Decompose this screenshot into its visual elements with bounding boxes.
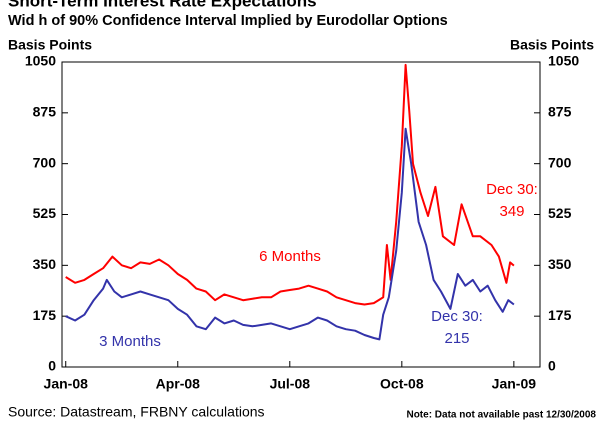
y2-tick-label: 0 [548, 358, 556, 374]
x-tick-label: Oct-08 [380, 376, 424, 392]
x-tick-label: Jan-08 [44, 376, 89, 392]
y2-tick-label: 175 [548, 307, 572, 323]
annotation: Dec 30: [486, 181, 538, 198]
x-tick-label: Jul-08 [270, 376, 311, 392]
y-tick-label: 350 [33, 256, 57, 272]
y2-tick-label: 875 [548, 104, 572, 120]
note: Note: Data not available past 12/30/2008 [406, 410, 596, 421]
annotation: 349 [499, 203, 524, 220]
chart-title: Short-Term Interest Rate Expectations [8, 0, 317, 10]
series-line [65, 127, 515, 341]
y-tick-label: 700 [33, 154, 57, 170]
x-tick-label: Apr-08 [156, 376, 201, 392]
y2-axis-label: Basis Points [510, 37, 594, 53]
annotation: Dec 30: [431, 308, 483, 325]
y2-tick-label: 525 [548, 205, 572, 221]
chart-subtitle: Wid h of 90% Confidence Interval Implied… [8, 13, 448, 29]
series-line [65, 63, 515, 306]
y-tick-label: 1050 [25, 53, 56, 69]
series-label: 6 Months [259, 248, 321, 265]
y2-tick-label: 700 [548, 154, 572, 170]
y-tick-label: 525 [33, 205, 57, 221]
y2-tick-label: 1050 [548, 53, 579, 69]
y-tick-label: 875 [33, 104, 57, 120]
y2-tick-label: 350 [548, 256, 572, 272]
x-tick-label: Jan-09 [492, 376, 537, 392]
annotation: 215 [444, 330, 469, 347]
series-label: 3 Months [99, 333, 161, 350]
y-tick-label: 0 [48, 358, 56, 374]
y-axis-label: Basis Points [8, 37, 92, 53]
y-tick-label: 175 [33, 307, 57, 323]
source: Source: Datastream, FRBNY calculations [8, 404, 265, 420]
